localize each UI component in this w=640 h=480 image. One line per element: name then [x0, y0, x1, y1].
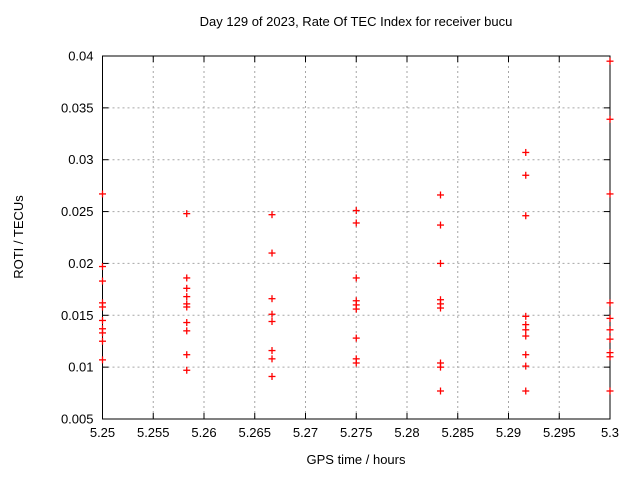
- y-tick-label: 0.015: [61, 308, 94, 323]
- x-tick-label: 5.285: [441, 425, 474, 440]
- y-tick-label: 0.01: [68, 360, 93, 375]
- x-tick-label: 5.275: [340, 425, 373, 440]
- tick-labels: 5.25 5.255 5.26 5.265 5.27 5.275 5.28 5.285 5.29…: [61, 49, 619, 441]
- x-tick-label: 5.3: [601, 425, 619, 440]
- y-tick-label: 0.04: [68, 49, 93, 64]
- y-tick-label: 0.005: [61, 412, 94, 427]
- gridlines: [102, 56, 610, 419]
- y-tick-label: 0.025: [61, 204, 94, 219]
- x-tick-label: 5.28: [394, 425, 419, 440]
- x-tick-label: 5.26: [191, 425, 216, 440]
- x-tick-label: 5.27: [293, 425, 318, 440]
- y-tick-label: 0.035: [61, 100, 94, 115]
- y-tick-label: 0.02: [68, 256, 93, 271]
- x-tick-label: 5.265: [238, 425, 271, 440]
- x-tick-label: 5.29: [496, 425, 521, 440]
- x-tick-label: 5.255: [137, 425, 170, 440]
- plot-border: [102, 55, 611, 420]
- x-axis-label: GPS time / hours: [306, 452, 406, 467]
- y-tick-label: 0.03: [68, 152, 93, 167]
- chart-title: Day 129 of 2023, Rate Of TEC Index for r…: [199, 14, 513, 29]
- x-tick-label: 5.25: [90, 425, 115, 440]
- x-tick-label: 5.295: [543, 425, 576, 440]
- data-points: [99, 57, 614, 395]
